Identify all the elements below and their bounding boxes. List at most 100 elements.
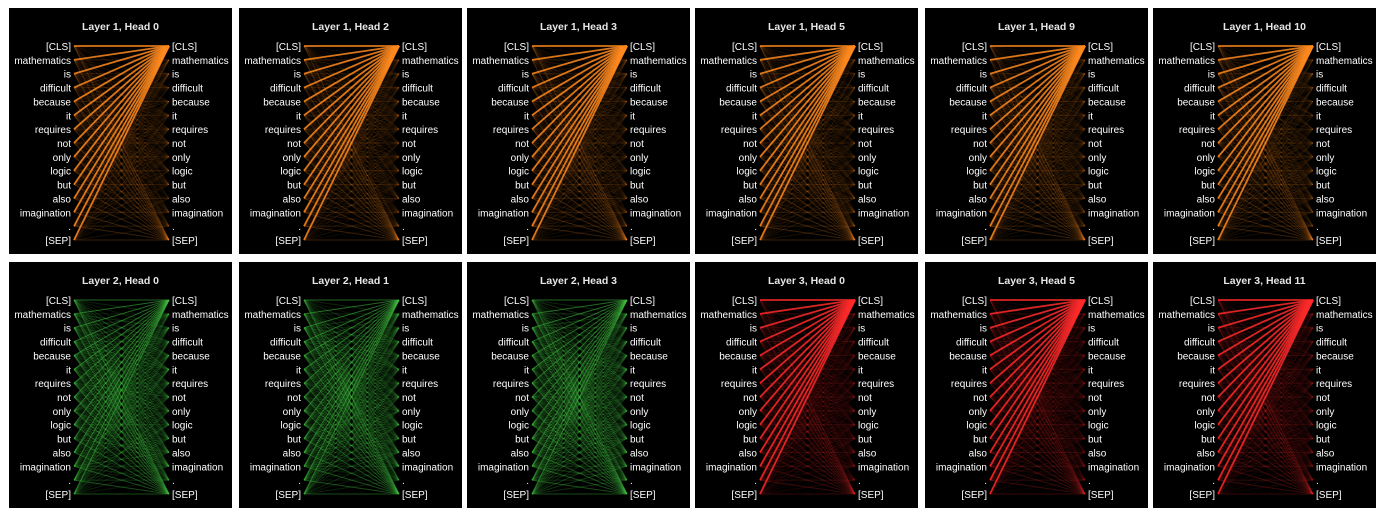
attention-line: [1217, 299, 1314, 440]
attention-line: [73, 142, 170, 227]
attention-line: [759, 299, 856, 426]
attention-line: [1217, 45, 1314, 75]
token-right: requires: [858, 379, 894, 390]
attention-line: [303, 396, 400, 412]
attention-line: [989, 299, 1086, 481]
attention-line: [759, 438, 856, 467]
token-left: difficult: [726, 338, 757, 349]
panel-title: Layer 1, Head 10: [1223, 21, 1306, 33]
attention-line: [73, 170, 170, 227]
attention-line: [531, 45, 628, 186]
attention-line: [989, 465, 1086, 481]
token-right: [SEP]: [402, 490, 428, 501]
attention-line: [303, 424, 400, 495]
attention-line: [303, 128, 400, 227]
attention-line: [989, 184, 1086, 199]
token-right: mathematics: [858, 56, 915, 67]
token-right: also: [172, 448, 191, 459]
attention-line: [531, 170, 628, 227]
attention-line: [759, 87, 856, 227]
attention-line: [531, 479, 628, 495]
attention-lines: [303, 299, 400, 495]
attention-line: [989, 396, 1086, 412]
token-right: difficult: [402, 338, 433, 349]
attention-line: [73, 382, 170, 467]
attention-line: [989, 170, 1086, 199]
token-left: mathematics: [472, 56, 529, 67]
token-left: imagination: [1164, 208, 1215, 219]
token-right: but: [1088, 435, 1102, 446]
attention-line: [759, 101, 856, 227]
token-right: but: [858, 435, 872, 446]
attention-line: [989, 410, 1086, 453]
token-right: also: [858, 194, 877, 205]
attention-line: [989, 382, 1086, 481]
attention-line: [759, 424, 856, 440]
token-right: mathematics: [172, 56, 229, 67]
attention-line: [989, 170, 1086, 213]
attention-line: [73, 197, 170, 241]
attention-line: [1217, 368, 1314, 453]
token-left: only: [739, 153, 757, 164]
attention-line: [531, 424, 628, 440]
attention-line: [989, 368, 1086, 481]
attention-line: [989, 156, 1086, 186]
attention-line: [759, 114, 856, 241]
attention-line: [303, 465, 400, 495]
token-left: requires: [721, 125, 757, 136]
attention-line: [1217, 382, 1314, 481]
attention-line: [759, 341, 856, 495]
attention-line: [73, 142, 170, 172]
token-right: mathematics: [630, 56, 687, 67]
attention-line: [1217, 101, 1314, 213]
token-left: also: [1197, 194, 1216, 205]
token-right: but: [1316, 181, 1330, 192]
attention-line: [303, 73, 400, 227]
attention-line: [989, 299, 1086, 329]
attention-line: [759, 382, 856, 467]
attention-line: [531, 438, 628, 467]
attention-line: [303, 368, 400, 495]
attention-line: [531, 355, 628, 481]
attention-line: [759, 410, 856, 453]
attention-line: [73, 396, 170, 467]
attention-line: [531, 341, 628, 495]
token-left: requires: [35, 125, 71, 136]
token-right: only: [630, 153, 648, 164]
attention-line: [1217, 87, 1314, 227]
attention-line: [989, 156, 1086, 199]
attention-line: [73, 197, 170, 213]
attention-line: [303, 197, 400, 227]
token-left: logic: [966, 167, 987, 178]
token-left: also: [969, 194, 988, 205]
attention-line: [989, 45, 1086, 61]
attention-line: [759, 299, 856, 329]
attention-line: [73, 355, 170, 481]
attention-line: [303, 341, 400, 481]
attention-line: [303, 142, 400, 227]
token-left: logic: [508, 421, 529, 432]
attention-line: [531, 438, 628, 481]
attention-line: [303, 184, 400, 241]
token-left: .: [1212, 222, 1215, 233]
token-left: it: [1210, 111, 1215, 122]
token-left: imagination: [250, 208, 301, 219]
attention-line: [989, 87, 1086, 213]
attention-line: [1217, 424, 1314, 453]
attention-line: [303, 396, 400, 495]
attention-line: [1217, 87, 1314, 213]
attention-line: [531, 142, 628, 213]
attention-line: [759, 327, 856, 481]
attention-line: [531, 355, 628, 453]
token-left: but: [515, 435, 529, 446]
attention-line: [531, 156, 628, 199]
attention-line: [73, 45, 170, 213]
attention-line: [759, 197, 856, 227]
attention-line: [73, 197, 170, 227]
attention-line: [73, 156, 170, 172]
attention-line: [73, 45, 170, 61]
attention-line: [759, 156, 856, 172]
attention-line: [1217, 142, 1314, 158]
token-left: also: [511, 194, 530, 205]
attention-line: [531, 382, 628, 495]
